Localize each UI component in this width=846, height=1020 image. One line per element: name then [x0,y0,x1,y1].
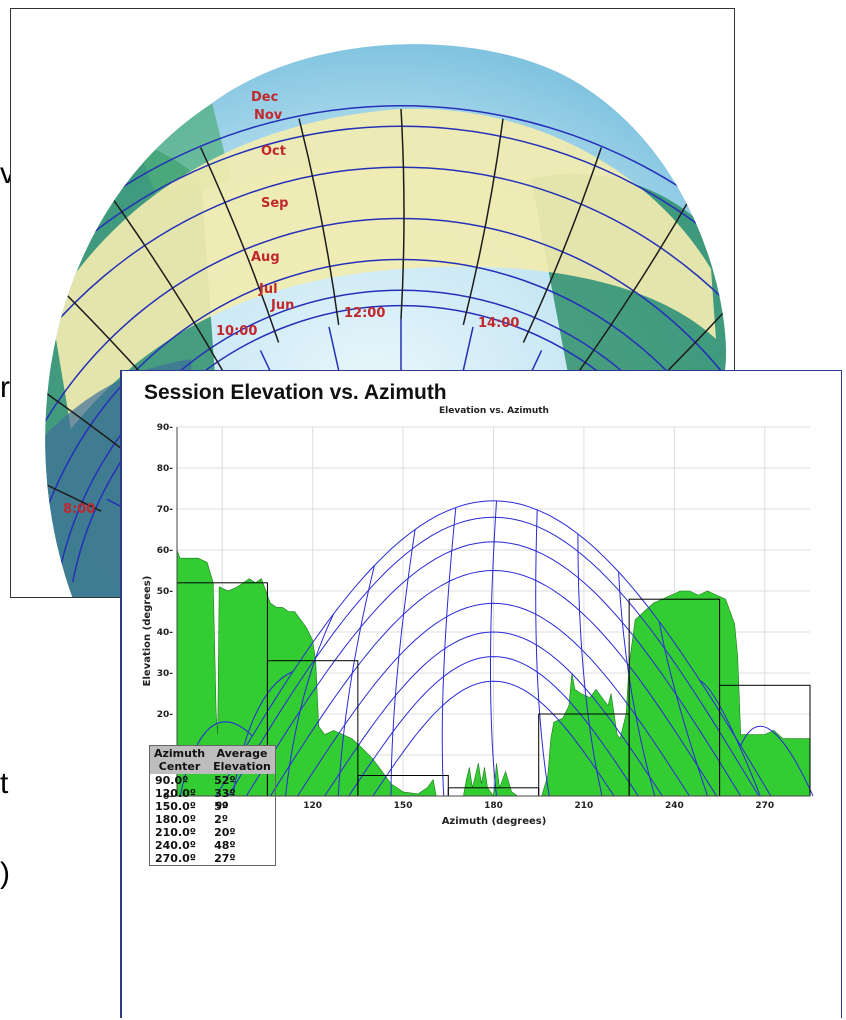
photo-month-label: Jul [258,282,278,297]
photo-time-label: 14:00 [478,316,519,331]
x-tick-label: 120 [303,801,322,811]
y-tick-label: 30- [157,669,174,679]
y-tick-label: 90- [157,423,174,433]
photo-hour-line [400,108,405,320]
x-tick-label: 210 [575,801,594,811]
average-elevation-table: Azimuth Center Average Elevation 90.0º 52º … [149,745,276,866]
y-tick-label: 0- [163,792,173,802]
sun-hour-line [489,500,498,797]
x-tick-label: 90 [216,801,229,811]
bg-fragment-paren: ) [0,857,10,890]
table-row: 210.0º 20º [155,826,236,839]
sun-path-arc [227,516,760,797]
photo-month-label: Jun [270,298,294,313]
x-tick-label: 150 [394,801,413,811]
chart-title: Elevation vs. Azimuth [439,406,549,416]
photo-month-arc [45,125,727,548]
sun-hour-line [618,571,656,797]
photo-month-arc [45,217,727,566]
sun-hour-line [740,726,814,797]
x-axis-label: Azimuth (degrees) [442,816,547,827]
elevation-chart: Elevation vs. Azimuth 90 120 150 180 210 240 2… [142,406,814,827]
table-row: 240.0º 48º [155,839,236,852]
sun-path-arc [245,541,742,797]
y-tick-label: 60- [157,546,174,556]
y-tick-label: 50- [157,587,174,597]
sun-hour-line [390,529,416,797]
photo-hour-line [108,193,224,372]
photo-time-label: 10:00 [216,324,257,339]
table-row: 180.0º 2º [155,813,228,826]
x-tick-label: 240 [665,801,684,811]
photo-month-label: Sep [261,196,289,211]
sun-hour-line [535,509,550,797]
chart-panel: Session Elevation vs. Azimuth Elevation … [120,370,842,1018]
sun-hour-line [658,621,708,797]
photo-month-label: Aug [251,250,280,265]
photo-hour-line [298,118,340,326]
y-axis-label: Elevation (degrees) [142,576,153,687]
y-tick-label: 80- [157,464,174,474]
table-row: 150.0º 5º [155,800,228,813]
sun-hour-line [337,565,375,797]
sun-hour-line [285,613,335,797]
bg-fragment-r: r [0,371,10,404]
photo-hour-line [200,147,280,343]
bg-fragment-t: t [0,767,9,800]
photo-month-label: Nov [254,108,283,123]
sun-path-arc [297,602,690,797]
sun-hour-line [699,680,761,797]
y-tick-label: 40- [157,628,174,638]
photo-hour-line [522,147,603,343]
x-tick-label: 180 [484,801,503,811]
y-tick-label: 70- [157,505,174,515]
sun-path-arc [269,569,718,797]
photo-month-arc [45,166,727,556]
x-tick-label: 270 [755,801,774,811]
photo-time-label: 8:00 [63,502,95,517]
photo-time-label: 12:00 [344,306,385,321]
photo-month-label: Dec [251,90,278,105]
table-row: 120.0º 33º [155,787,236,800]
photo-hour-line [45,422,102,512]
sun-hour-line [577,533,603,797]
table-row: 270.0º 27º [155,852,236,865]
y-tick-label: 20- [157,710,174,720]
photo-hour-line [45,334,134,458]
panel-title: Session Elevation vs. Azimuth [144,381,447,404]
photo-hour-line [578,194,694,372]
table-header-average: Average Elevation [209,745,276,774]
table-header-azimuth: Azimuth Center [149,745,210,774]
sun-path-arc [215,500,772,797]
photo-month-label: Oct [261,144,286,159]
sun-path-arc [372,680,615,797]
photo-hour-line [462,118,504,326]
sun-hour-line [441,507,457,797]
table-row: 90.0º 52º [155,774,236,787]
photo-month-arc [45,105,727,544]
